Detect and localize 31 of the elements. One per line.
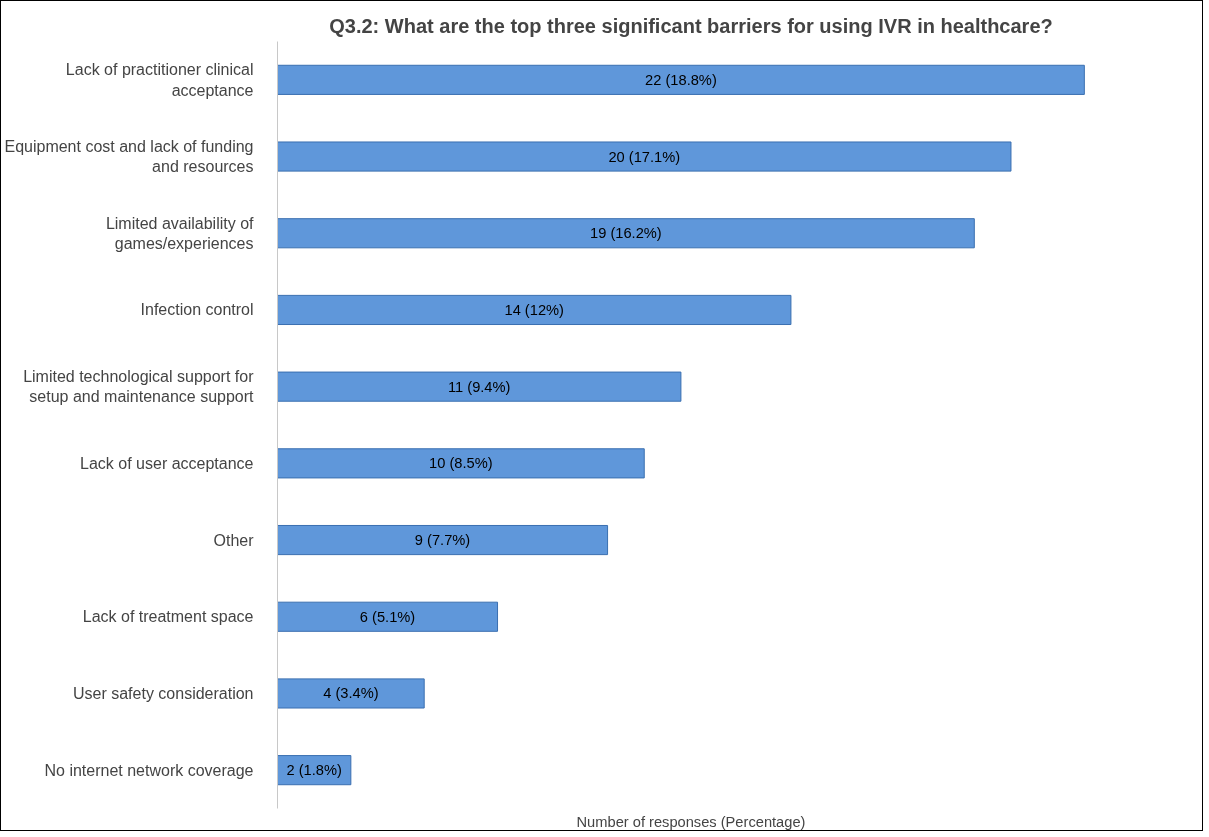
bar: [277, 141, 1012, 172]
y-tick-label: User safety consideration: [72, 684, 254, 702]
y-tick-label: Limited technological support for setup and maintenance support: [23, 367, 255, 406]
y-tick-label: Equipment cost and lack of funding and resources: [4, 137, 254, 176]
data-label: 2 (1.8%): [286, 762, 342, 779]
data-label: 19 (16.2%): [590, 225, 662, 242]
data-label: 10 (8.5%): [429, 455, 493, 472]
bar: [277, 678, 425, 709]
data-label: 6 (5.1%): [359, 608, 416, 625]
bar: [277, 448, 645, 479]
y-tick-label: Lack of practitioner clinical acceptance: [65, 61, 254, 99]
bar: [277, 524, 609, 556]
bar: [277, 371, 682, 402]
bar: [277, 294, 792, 326]
y-tick-label: Lack of treatment space: [82, 608, 254, 626]
data-label: 11 (9.4%): [447, 378, 511, 395]
data-label: 9 (7.7%): [414, 532, 471, 549]
data-label: 20 (17.1%): [608, 148, 681, 165]
y-tick-label: Lack of user acceptance: [80, 454, 254, 472]
y-tick-label: Other: [213, 531, 255, 549]
data-label: 14 (12%): [504, 301, 564, 318]
data-label: 4 (3.4%): [323, 685, 379, 702]
y-tick-label: Infection control: [140, 301, 254, 319]
y-tick-label: Limited availability of games/experiences: [105, 214, 255, 252]
data-label: 22 (18.8%): [645, 71, 717, 88]
bar: [277, 64, 1085, 95]
bar: [277, 601, 499, 632]
x-axis-title: Number of responses (Percentage): [576, 813, 806, 830]
bar: [277, 218, 975, 249]
chart-title: Q3.2: What are the top three significant barriers for using IVR in healthcare?: [329, 14, 1053, 37]
y-tick-label: No internet network coverage: [44, 761, 254, 779]
